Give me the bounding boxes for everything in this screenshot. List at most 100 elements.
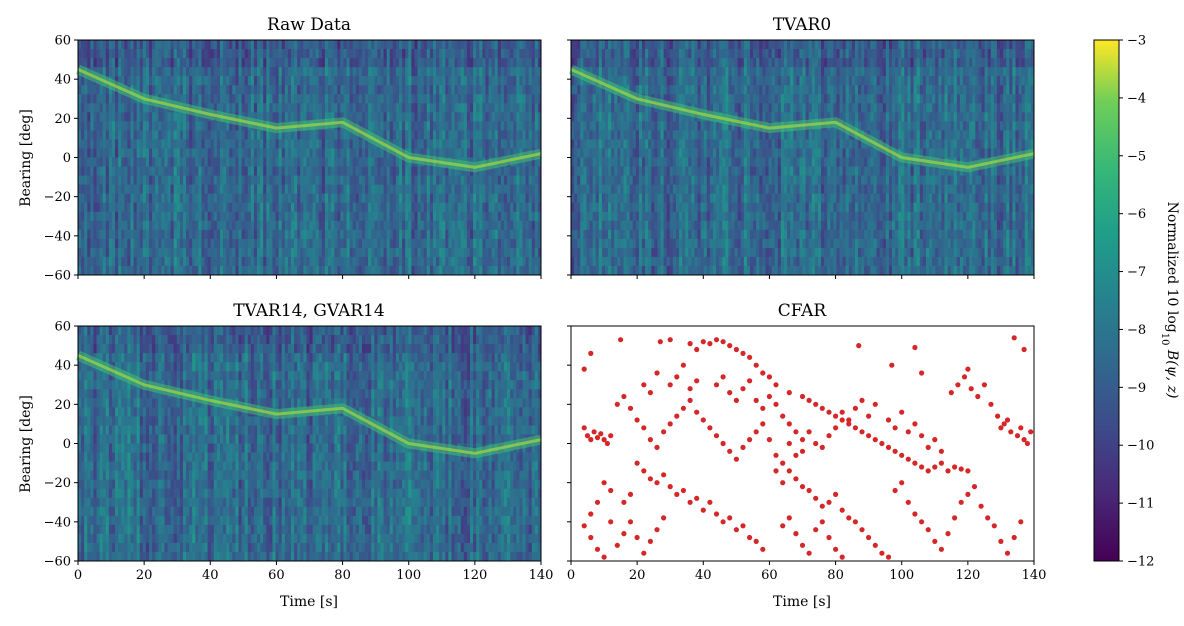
heatmap-cell — [318, 256, 323, 267]
heatmap-cell — [531, 139, 536, 149]
heatmap-cell — [442, 256, 446, 267]
heatmap-cell — [623, 112, 628, 122]
heatmap-cell — [204, 58, 209, 68]
heatmap-cell — [641, 265, 646, 276]
heatmap-cell — [399, 202, 403, 213]
heatmap-cell — [90, 220, 94, 231]
heatmap-cell — [688, 85, 692, 95]
heatmap-cell — [598, 220, 603, 231]
heatmap-cell — [213, 148, 218, 158]
heatmap-cell — [386, 130, 391, 140]
heatmap-cell — [355, 256, 360, 267]
heatmap-cell — [170, 121, 175, 131]
heatmap-cell — [297, 148, 301, 158]
heatmap-cell — [309, 211, 314, 222]
heatmap-cell — [164, 148, 169, 158]
heatmap-cell — [102, 67, 107, 77]
heatmap-cell — [368, 157, 372, 168]
heatmap-cell — [494, 40, 499, 50]
heatmap-cell — [226, 148, 230, 158]
heatmap-cell — [519, 85, 523, 95]
heatmap-cell — [108, 112, 113, 122]
heatmap-cell — [513, 49, 517, 59]
heatmap-cell — [660, 193, 665, 204]
heatmap-cell — [340, 175, 344, 186]
heatmap-cell — [614, 265, 618, 276]
heatmap-cell — [371, 229, 375, 240]
heatmap-cell — [497, 85, 502, 95]
heatmap-cell — [638, 238, 643, 249]
heatmap-cell — [170, 67, 175, 77]
heatmap-cell — [115, 175, 119, 186]
heatmap-cell — [491, 256, 496, 267]
heatmap-cell — [136, 247, 141, 258]
heatmap-cell — [426, 238, 431, 249]
heatmap-cell — [632, 211, 637, 222]
heatmap-cell — [173, 229, 178, 240]
heatmap-cell — [312, 202, 317, 213]
heatmap-cell — [365, 175, 369, 186]
heatmap-cell — [620, 220, 624, 231]
heatmap-cell — [232, 211, 236, 222]
heatmap-cell — [463, 184, 468, 195]
heatmap-cell — [352, 103, 357, 113]
heatmap-cell — [148, 211, 153, 222]
heatmap-cell — [352, 112, 357, 122]
heatmap-cell — [346, 103, 351, 113]
heatmap-cell — [198, 76, 202, 86]
heatmap-cell — [78, 256, 82, 267]
heatmap-cell — [111, 40, 116, 50]
heatmap-cell — [272, 202, 277, 213]
heatmap-cell — [651, 58, 655, 68]
heatmap-cell — [454, 139, 459, 149]
heatmap-cell — [328, 166, 332, 177]
heatmap-cell — [405, 49, 409, 59]
heatmap-cell — [266, 40, 270, 50]
heatmap-cell — [340, 193, 344, 204]
heatmap-cell — [432, 130, 437, 140]
heatmap-cell — [102, 112, 107, 122]
heatmap-cell — [457, 202, 462, 213]
heatmap-cell — [352, 202, 357, 213]
heatmap-cell — [629, 40, 634, 50]
heatmap-cell — [195, 211, 199, 222]
heatmap-cell — [494, 94, 499, 104]
heatmap-cell — [601, 247, 606, 258]
heatmap-cell — [522, 211, 527, 222]
heatmap-cell — [232, 40, 236, 50]
heatmap-cell — [281, 40, 286, 50]
heatmap-cell — [155, 211, 159, 222]
heatmap-cell — [96, 139, 101, 149]
heatmap-cell — [454, 166, 459, 177]
heatmap-cell — [454, 220, 459, 231]
heatmap-cell — [105, 265, 110, 276]
heatmap-cell — [485, 103, 490, 113]
heatmap-cell — [318, 175, 323, 186]
heatmap-cell — [315, 184, 320, 195]
heatmap-cell — [463, 148, 468, 158]
heatmap-cell — [223, 247, 227, 258]
heatmap-cell — [136, 85, 141, 95]
heatmap-cell — [334, 40, 338, 50]
heatmap-cell — [219, 265, 224, 276]
heatmap-cell — [84, 238, 88, 249]
heatmap-cell — [411, 229, 415, 240]
heatmap-cell — [170, 85, 175, 95]
heatmap-cell — [201, 148, 206, 158]
heatmap-cell — [173, 40, 178, 50]
heatmap-cell — [102, 94, 107, 104]
heatmap-cell — [445, 202, 449, 213]
heatmap-cell — [589, 130, 594, 140]
heatmap-cell — [164, 76, 169, 86]
heatmap-cell — [186, 211, 190, 222]
heatmap-cell — [152, 211, 156, 222]
heatmap-cell — [108, 211, 113, 222]
heatmap-cell — [195, 247, 199, 258]
heatmap-cell — [90, 202, 94, 213]
heatmap-cell — [340, 67, 344, 77]
heatmap-cell — [198, 130, 202, 140]
heatmap-cell — [463, 220, 468, 231]
heatmap-cell — [445, 238, 449, 249]
heatmap-cell — [657, 229, 662, 240]
heatmap-cell — [287, 157, 292, 168]
